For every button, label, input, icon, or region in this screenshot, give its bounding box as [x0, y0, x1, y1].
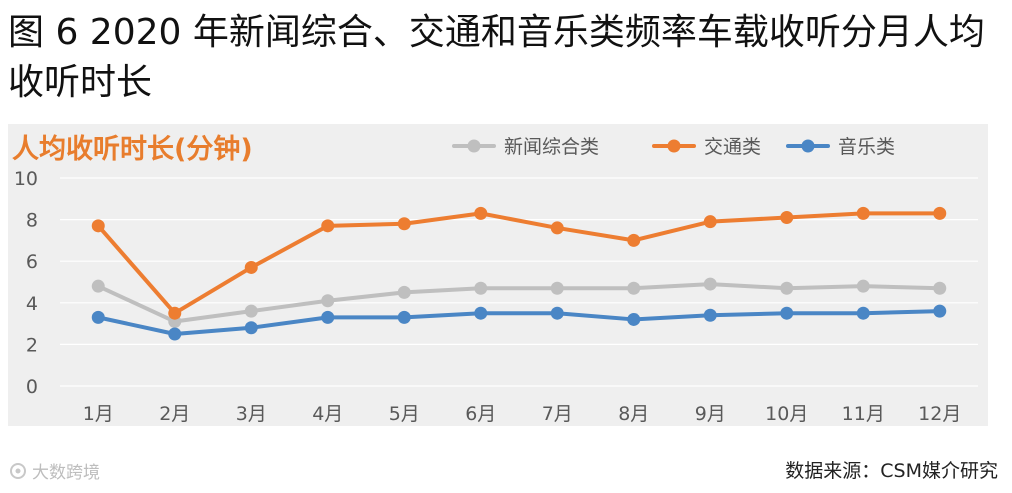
- y-tick-label: 0: [26, 376, 38, 398]
- x-tick-label: 8月: [618, 403, 649, 425]
- data-point: [474, 306, 488, 320]
- x-tick-label: 10月: [765, 403, 808, 425]
- legend: 新闻综合类 交通类 音乐类: [452, 136, 895, 158]
- data-point: [856, 206, 870, 220]
- x-tick-label: 5月: [389, 403, 420, 425]
- data-point: [91, 310, 105, 324]
- chart-title: 人均收听时长(分钟): [12, 134, 253, 165]
- watermark: 大数跨境: [8, 458, 100, 483]
- legend-item: 音乐类: [786, 136, 895, 158]
- series-line: [96, 282, 942, 324]
- x-tick-label: 12月: [918, 403, 961, 425]
- data-point: [474, 281, 488, 295]
- legend-label: 音乐类: [838, 136, 895, 158]
- data-point: [550, 306, 564, 320]
- y-axis: 0 2 4 6 8 10: [14, 168, 38, 398]
- x-tick-label: 9月: [695, 403, 726, 425]
- data-point: [703, 215, 717, 229]
- x-tick-label: 2月: [159, 403, 190, 425]
- series-line: [96, 309, 942, 336]
- line-chart: 人均收听时长(分钟) 0 2 4 6 8 10 1月 2月 3月 4月 5月 6月 7月 8月 9月 10月…: [12, 134, 978, 425]
- watermark-text: 大数跨境: [32, 463, 100, 483]
- data-point: [780, 211, 794, 225]
- series-2: [91, 206, 947, 320]
- data-point: [397, 217, 411, 231]
- chart-area: 人均收听时长(分钟) 0 2 4 6 8 10 1月 2月 3月 4月 5月 6月 7月 8月 9月 10月…: [8, 124, 988, 426]
- data-point: [397, 310, 411, 324]
- y-tick-label: 6: [26, 251, 38, 273]
- series-3: [91, 304, 947, 341]
- data-point: [933, 281, 947, 295]
- y-tick-label: 10: [14, 168, 38, 190]
- data-point: [244, 260, 258, 274]
- data-point: [550, 221, 564, 235]
- legend-item: 交通类: [652, 136, 761, 158]
- legend-item: 新闻综合类: [452, 136, 599, 158]
- legend-marker: [667, 139, 681, 153]
- series-1: [91, 277, 947, 329]
- x-tick-label: 4月: [312, 403, 343, 425]
- data-point: [321, 219, 335, 233]
- x-tick-label: 1月: [83, 403, 114, 425]
- x-tick-label: 11月: [842, 403, 885, 425]
- data-point: [244, 321, 258, 335]
- figure-title: 图 6 2020 年新闻综合、交通和音乐类频率车载收听分月人均收听时长: [8, 12, 985, 103]
- brand-logo-icon: [10, 462, 26, 479]
- data-point: [856, 279, 870, 293]
- x-tick-label: 3月: [236, 403, 267, 425]
- legend-marker: [801, 139, 815, 153]
- legend-label: 交通类: [704, 136, 761, 158]
- data-point: [550, 281, 564, 295]
- data-source: 数据来源：CSM媒介研究: [785, 460, 998, 482]
- legend-marker: [467, 139, 481, 153]
- legend-label: 新闻综合类: [504, 136, 599, 158]
- data-point: [321, 310, 335, 324]
- x-tick-label: 6月: [465, 403, 496, 425]
- y-tick-label: 2: [26, 334, 38, 356]
- series-layer: [91, 206, 947, 341]
- data-point: [91, 219, 105, 233]
- y-tick-label: 4: [26, 293, 38, 315]
- x-axis: 1月 2月 3月 4月 5月 6月 7月 8月 9月 10月 11月 12月: [83, 403, 962, 425]
- data-point: [780, 306, 794, 320]
- data-point: [627, 233, 641, 247]
- data-point: [91, 279, 105, 293]
- data-point: [933, 206, 947, 220]
- data-point: [474, 206, 488, 220]
- series-line: [96, 211, 942, 316]
- gridlines: [60, 177, 978, 387]
- data-point: [627, 281, 641, 295]
- data-point: [703, 308, 717, 322]
- data-point: [780, 281, 794, 295]
- data-point: [168, 327, 182, 341]
- x-tick-label: 7月: [542, 403, 573, 425]
- data-point: [703, 277, 717, 291]
- data-point: [627, 312, 641, 326]
- data-point: [856, 306, 870, 320]
- data-point: [244, 304, 258, 318]
- y-tick-label: 8: [26, 210, 38, 232]
- data-point: [321, 294, 335, 308]
- data-point: [168, 306, 182, 320]
- data-point: [397, 285, 411, 299]
- data-point: [933, 304, 947, 318]
